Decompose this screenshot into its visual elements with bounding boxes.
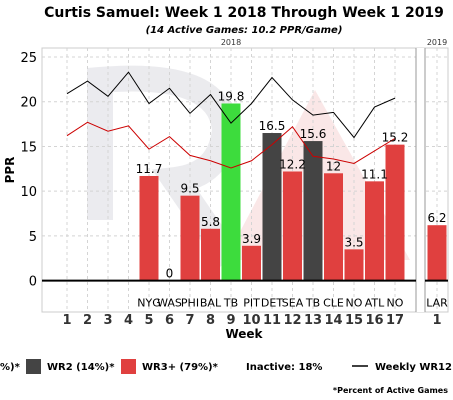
bar-wr3plus bbox=[385, 144, 405, 281]
opponent-label: BAL bbox=[200, 297, 222, 310]
opponent-label: NO bbox=[387, 297, 404, 310]
legend-label: WR2 (14%)* bbox=[47, 362, 115, 373]
x-axis-label: Week bbox=[225, 327, 263, 341]
week-tick-label: 11 bbox=[263, 313, 281, 328]
week-tick-label: 9 bbox=[226, 313, 235, 328]
series-line-weekly-wr12 bbox=[66, 71, 396, 139]
opponent-label: SEA bbox=[282, 297, 304, 310]
bar-wr3plus bbox=[242, 245, 261, 281]
opponent-label: LAR bbox=[426, 297, 448, 310]
opponent-label: ATL bbox=[365, 297, 385, 310]
week-tick-label: 10 bbox=[242, 313, 260, 328]
week-tick-label: 6 bbox=[165, 313, 174, 328]
week-tick-label: 5 bbox=[144, 313, 153, 328]
chart-title: Curtis Samuel: Week 1 2018 Through Week … bbox=[44, 5, 444, 21]
bar-value-label: 15.2 bbox=[382, 131, 409, 145]
bar-wr3plus bbox=[344, 249, 364, 281]
bar-value-label: 3.5 bbox=[344, 235, 363, 249]
opponent-label: DET bbox=[261, 297, 283, 310]
bar-value-label: 15.6 bbox=[300, 127, 327, 141]
bar-value-label: 6.2 bbox=[427, 211, 446, 225]
bar-wr3plus bbox=[427, 225, 447, 281]
legend-swatch-wr3plus bbox=[121, 359, 136, 374]
week-tick-label: 14 bbox=[324, 313, 342, 328]
bar-wr2 bbox=[303, 141, 323, 281]
plot-frame bbox=[41, 47, 449, 313]
y-tick-label: 0 bbox=[29, 275, 37, 290]
bar-value-label: 11.7 bbox=[136, 162, 163, 176]
opponent-label: TB bbox=[223, 297, 238, 310]
y-tick-label: 25 bbox=[20, 51, 37, 66]
week-tick-label: 13 bbox=[304, 313, 322, 328]
opponent-label: CLE bbox=[323, 297, 344, 310]
season-label: 2019 bbox=[427, 38, 447, 47]
bar-wr3plus bbox=[365, 181, 384, 281]
opponent-label: PIT bbox=[243, 297, 260, 310]
y-axis: 0 5 10 15 20 25 bbox=[20, 51, 37, 290]
opponent-label: WAS bbox=[157, 297, 182, 310]
footnote: *Percent of Active Games bbox=[333, 386, 448, 395]
bar-value-label: 0 bbox=[166, 267, 174, 281]
bar-value-label: 5.8 bbox=[201, 215, 220, 229]
legend: %)* WR2 (14%)* WR3+ (79%)* Inactive: 18% Wee… bbox=[0, 359, 452, 374]
week-tick-label: 3 bbox=[103, 313, 112, 328]
week-tick-label: 7 bbox=[185, 313, 194, 328]
legend-label: Weekly WR12 bbox=[375, 362, 452, 373]
plot-lines bbox=[66, 71, 396, 169]
plot-labels: 11.7 0 9.5 5.8 19.8 3.9 16.5 12.2 15.6 12 3.5 11.1 1… bbox=[136, 89, 447, 280]
bar-wr3plus bbox=[201, 228, 220, 281]
week-tick-label: 16 bbox=[365, 313, 383, 328]
y-tick-label: 5 bbox=[29, 230, 37, 245]
bar-value-label: 16.5 bbox=[259, 119, 286, 133]
bar-wr3plus bbox=[180, 195, 200, 281]
legend-label: %)* bbox=[0, 362, 21, 373]
season-label: 2018 bbox=[221, 38, 241, 47]
week-tick-label: 8 bbox=[206, 313, 215, 328]
chart-subtitle: (14 Active Games: 10.2 PPR/Game) bbox=[146, 25, 343, 36]
y-tick-label: 20 bbox=[20, 96, 37, 111]
opponent-label: TB bbox=[305, 297, 320, 310]
opponent-label: NYG bbox=[137, 297, 160, 310]
week-tick-label: 2 bbox=[83, 313, 92, 328]
legend-label: WR3+ (79%)* bbox=[142, 362, 219, 373]
bar-wr3plus bbox=[283, 171, 302, 281]
series-line-red bbox=[66, 121, 396, 169]
bar-value-label: 9.5 bbox=[180, 182, 199, 196]
bar-value-label: 3.9 bbox=[242, 232, 261, 246]
week-tick-label: 4 bbox=[124, 313, 133, 328]
plot-bars bbox=[42, 103, 448, 282]
legend-label: Inactive: 18% bbox=[246, 362, 322, 373]
week-tick-label: 1 bbox=[62, 313, 71, 328]
week-tick-label: 1 bbox=[432, 313, 441, 328]
week-tick-label: 12 bbox=[283, 313, 301, 328]
week-tick-label: 15 bbox=[345, 313, 363, 328]
bar-value-label: 12.2 bbox=[279, 157, 306, 171]
legend-swatch-wr2 bbox=[26, 359, 41, 374]
bar-value-label: 12 bbox=[326, 159, 341, 173]
season-gap bbox=[416, 48, 425, 312]
bar-wr3plus bbox=[324, 173, 343, 281]
bar-value-label: 11.1 bbox=[361, 167, 388, 181]
bar-wr2 bbox=[262, 133, 282, 281]
bar-value-label: 19.8 bbox=[218, 89, 245, 103]
week-tick-label: 17 bbox=[386, 313, 404, 328]
bar-wr1 bbox=[221, 103, 241, 281]
opponent-label: NO bbox=[346, 297, 363, 310]
bar-wr3plus bbox=[139, 175, 159, 281]
y-tick-label: 10 bbox=[20, 185, 37, 200]
y-axis-label: PPR bbox=[3, 157, 17, 184]
y-tick-label: 15 bbox=[20, 140, 37, 155]
opponent-label: PHI bbox=[181, 297, 199, 310]
